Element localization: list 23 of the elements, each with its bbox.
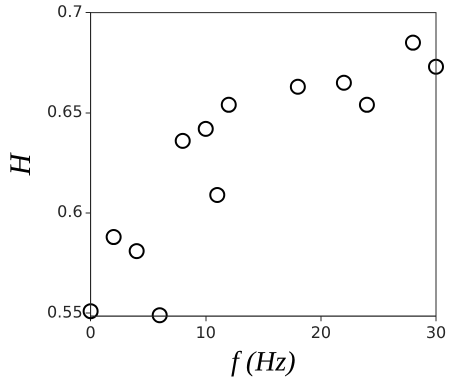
x-tick-label: 30 [426, 322, 446, 342]
x-axis-title: f (Hz) [231, 346, 296, 378]
point [198, 120, 214, 137]
x-tick-label: 20 [310, 322, 332, 342]
point [128, 243, 145, 260]
y-tick-label: 0.7 [57, 2, 83, 21]
point [209, 186, 226, 203]
point [82, 303, 99, 320]
point [358, 96, 375, 113]
point [152, 307, 168, 324]
point [428, 58, 444, 75]
y-tick-label: 0.65 [47, 102, 83, 121]
point [290, 78, 306, 95]
point [404, 34, 421, 51]
point [106, 229, 122, 246]
x-tick-label: 10 [196, 322, 216, 342]
y-tick-label: 0.55 [47, 302, 83, 322]
point [220, 96, 237, 113]
x-tick-label: 0 [86, 322, 96, 342]
point [336, 74, 352, 91]
point [174, 132, 191, 149]
y-tick-label: 0.6 [57, 202, 83, 222]
y-axis-title: H [4, 151, 37, 176]
